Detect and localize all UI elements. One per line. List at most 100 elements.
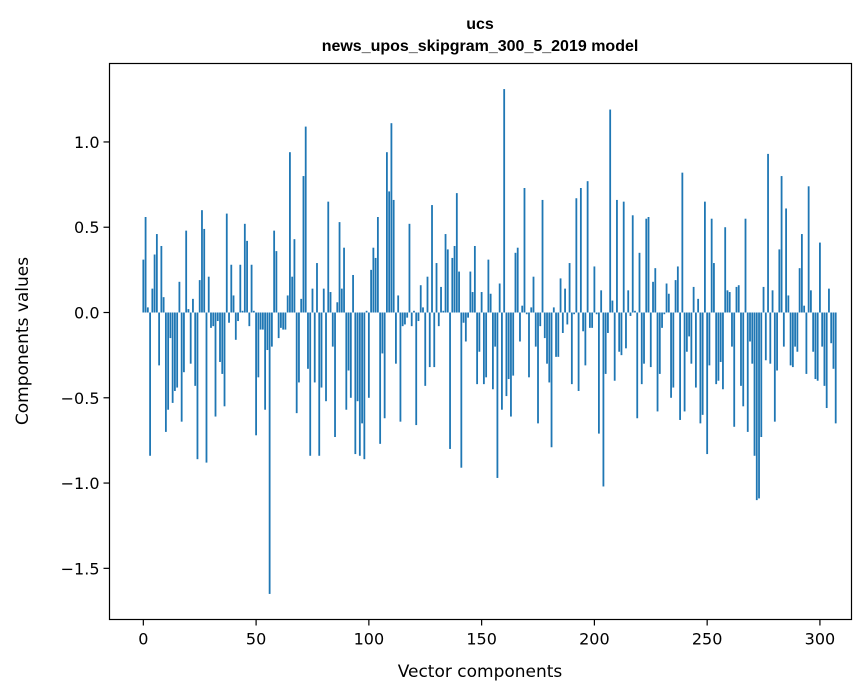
bar-176 [539,312,542,327]
bar-265 [740,312,742,386]
bar-239 [681,172,684,313]
bar-119 [410,312,413,327]
bar-90 [345,312,348,410]
bar-161 [505,312,508,397]
bar-250 [706,312,709,455]
x-tick-label: 200 [579,630,610,649]
bar-144 [467,312,469,318]
bar-186 [561,312,564,333]
bar-232 [665,283,668,313]
bar-36 [223,312,226,407]
bar-114 [399,312,402,422]
bar-168 [521,305,524,313]
bar-130 [435,263,438,313]
bar-283 [780,176,783,313]
bar-229 [658,312,661,374]
bar-118 [408,223,411,313]
bar-247 [699,312,702,424]
bar-21 [189,312,192,364]
bar-11 [167,312,170,410]
bar-280 [773,312,776,422]
bar-33 [216,312,219,322]
bar-221 [640,312,643,385]
bar-188 [566,312,569,325]
bar-192 [575,198,578,313]
bar-155 [492,312,494,390]
bar-147 [473,245,476,313]
bar-124 [422,307,424,313]
bar-171 [528,312,530,378]
bar-83 [329,292,332,313]
bar-292 [800,234,803,313]
bar-272 [755,312,758,501]
bar-208 [611,300,614,313]
bar-82 [327,201,330,313]
bar-132 [440,286,442,313]
bar-96 [358,312,361,456]
bar-216 [629,312,632,316]
bar-201 [595,312,598,315]
bar-231 [663,312,666,315]
bar-264 [737,285,740,313]
bar-165 [514,252,517,313]
bar-24 [196,312,199,460]
bar-191 [573,312,575,315]
bar-148 [476,312,479,385]
bar-43 [239,264,242,313]
bar-167 [519,312,521,342]
bar-284 [782,312,785,347]
bar-80 [322,288,325,313]
bar-84 [331,312,334,347]
bar-152 [485,312,488,378]
bar-73 [307,312,309,369]
bar-3 [149,312,151,456]
bar-136 [449,312,451,449]
y-tick-label: 0.5 [74,218,99,237]
bar-207 [609,109,612,313]
bar-4 [151,288,154,313]
bar-16 [178,281,181,313]
bar-22 [192,298,194,313]
bar-224 [647,217,650,313]
bar-30 [210,312,212,328]
x-tick-label: 300 [805,630,836,649]
bar-300 [819,242,821,313]
bar-146 [471,292,474,313]
bar-241 [685,312,688,352]
bar-198 [588,312,591,328]
bar-245 [694,312,697,388]
bar-66 [291,276,294,313]
bar-18 [183,312,185,373]
bar-173 [532,276,535,313]
bar-169 [523,188,526,313]
bar-253 [713,263,715,313]
bar-185 [559,278,562,313]
bar-203 [600,290,603,313]
axes-frame [108,62,853,621]
bar-150 [480,292,483,313]
bar-303 [825,312,828,409]
bar-151 [482,312,485,385]
bar-49 [252,310,255,313]
bar-211 [618,312,621,352]
y-axis: −1.5 −1.0 −0.5 0.0 0.5 1.0 [61,133,110,578]
bar-153 [487,259,490,313]
bar-254 [715,312,718,385]
x-tick-label: 0 [138,630,148,649]
bar-31 [212,312,215,327]
bar-196 [584,312,587,366]
bar-56 [268,312,271,594]
bar-295 [807,186,810,313]
bar-46 [246,240,248,313]
bar-115 [401,312,404,327]
bar-116 [404,312,406,325]
bar-86 [336,302,339,313]
x-tick-label: 100 [354,630,385,649]
bar-48 [250,264,253,313]
bar-129 [433,312,436,368]
bar-140 [458,271,460,313]
bar-178 [543,312,546,339]
bar-242 [688,312,691,337]
bar-121 [415,312,418,426]
bar-290 [796,312,799,352]
